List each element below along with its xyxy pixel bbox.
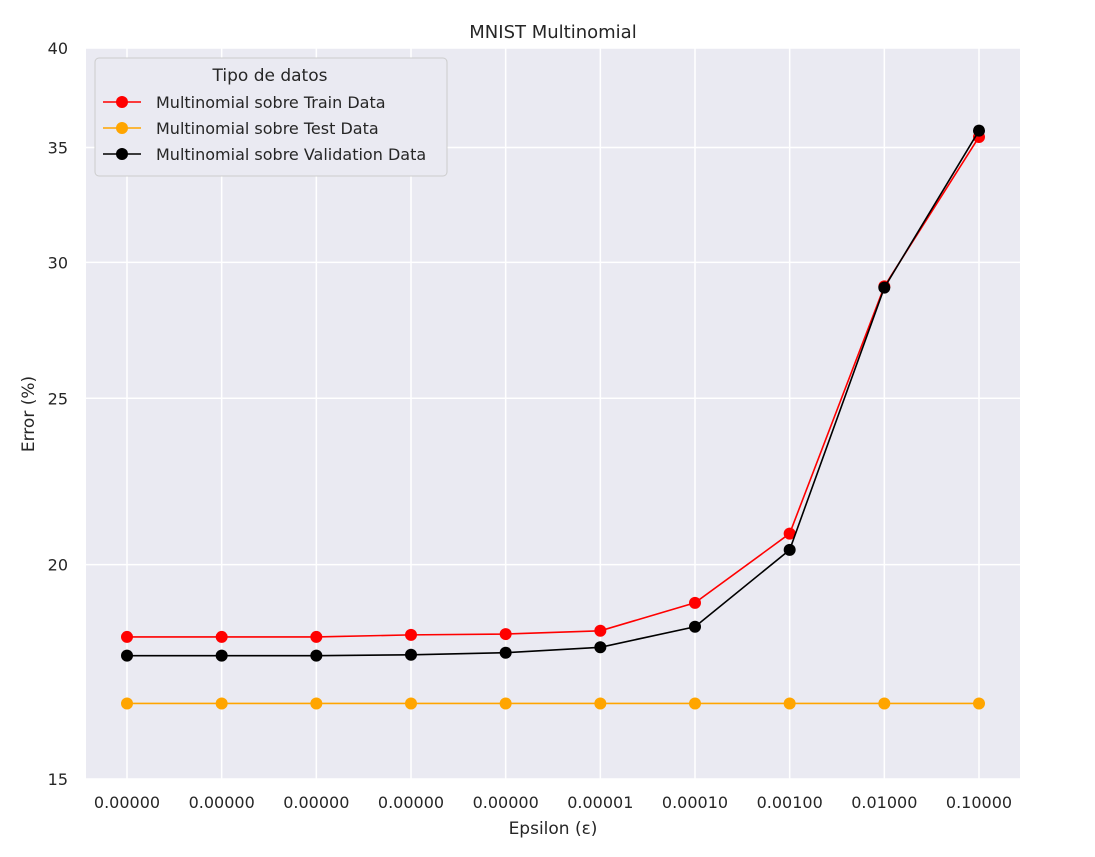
data-point (405, 628, 417, 641)
x-tick-label: 0.00000 (94, 793, 160, 812)
legend-label: Multinomial sobre Test Data (156, 119, 379, 138)
data-point (405, 648, 417, 661)
data-point (973, 697, 985, 710)
y-tick-label: 20 (48, 556, 68, 575)
data-point (310, 697, 323, 710)
data-point (215, 630, 228, 643)
series-2 (121, 697, 985, 710)
x-tick-label: 0.10000 (946, 793, 1012, 812)
data-point (594, 641, 607, 654)
legend-label: Multinomial sobre Validation Data (156, 145, 426, 164)
series-layer (121, 124, 985, 710)
chart-title: MNIST Multinomial (469, 22, 636, 43)
data-point (215, 649, 228, 662)
data-point (121, 630, 133, 643)
x-tick-label: 0.01000 (851, 793, 917, 812)
data-point (215, 697, 228, 710)
x-axis-title: Epsilon (ε) (509, 819, 598, 839)
data-point (121, 649, 133, 662)
x-tick-labels: 0.00000 0.00000 0.00000 0.00000 0.00000 0.000… (94, 793, 1012, 812)
data-point (499, 697, 512, 710)
data-point (310, 649, 323, 662)
data-point (783, 543, 796, 556)
legend-swatch-marker (116, 122, 128, 134)
y-tick-label: 30 (48, 253, 68, 272)
y-tick-labels: 15 20 25 30 35 40 (48, 39, 68, 789)
data-point (594, 697, 607, 710)
series-1 (121, 130, 985, 643)
y-tick-label: 15 (48, 770, 68, 789)
x-tick-label: 0.00000 (473, 793, 539, 812)
legend-entries: Multinomial sobre Train Data Multinomial … (103, 93, 426, 164)
y-axis-title: Error (%) (19, 376, 39, 452)
data-point (878, 697, 891, 710)
data-point (499, 628, 512, 641)
data-point (878, 281, 891, 294)
y-tick-label: 25 (48, 389, 68, 408)
data-point (783, 527, 796, 540)
legend-swatch-marker (116, 96, 128, 108)
series-line (127, 130, 980, 657)
x-tick-label: 0.00100 (757, 793, 823, 812)
data-point (973, 124, 985, 137)
data-point (310, 630, 323, 643)
data-point (405, 697, 417, 710)
series-3 (121, 124, 985, 662)
data-point (689, 620, 701, 633)
x-tick-label: 0.00001 (567, 793, 633, 812)
legend-title: Tipo de datos (212, 66, 328, 86)
data-point (689, 697, 701, 710)
x-tick-label: 0.00010 (662, 793, 728, 812)
legend: Tipo de datos Multinomial sobre Train Da… (94, 57, 448, 177)
data-point (689, 596, 701, 609)
y-tick-label: 40 (48, 39, 68, 58)
data-point (783, 697, 796, 710)
x-tick-label: 0.00000 (378, 793, 444, 812)
data-point (499, 646, 512, 659)
data-point (594, 624, 607, 637)
x-tick-label: 0.00000 (189, 793, 255, 812)
legend-label: Multinomial sobre Train Data (156, 93, 386, 112)
legend-box (94, 57, 448, 177)
data-point (121, 697, 133, 710)
legend-swatch-marker (116, 148, 128, 160)
y-tick-label: 35 (48, 139, 68, 158)
series-line (127, 136, 980, 638)
x-tick-label: 0.00000 (283, 793, 349, 812)
